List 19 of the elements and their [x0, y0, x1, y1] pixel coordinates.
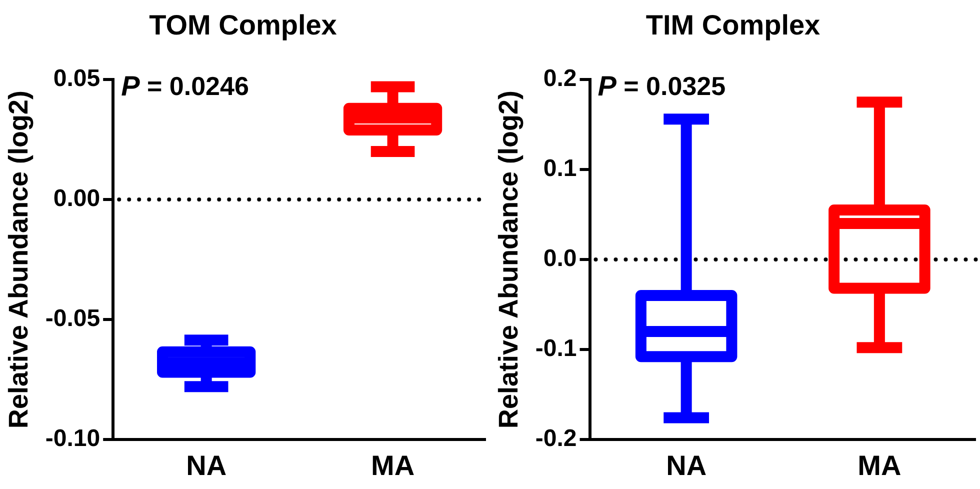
- x-tick-label: NA: [666, 450, 707, 481]
- y-tick-label: 0.00: [53, 185, 100, 212]
- x-tick-label: NA: [186, 450, 227, 481]
- y-tick-label: -0.2: [535, 425, 577, 452]
- y-tick-label: 0.2: [543, 65, 577, 92]
- y-tick-label: 0.05: [53, 65, 100, 92]
- annotation: P = 0.0325: [598, 70, 726, 102]
- y-tick-label: -0.05: [45, 305, 100, 332]
- y-tick-label: 0.0: [543, 245, 577, 272]
- y-axis-title: Relative Abundance (log2): [4, 90, 34, 429]
- chart-title: TOM Complex: [149, 10, 338, 41]
- y-tick-label: -0.10: [45, 425, 100, 452]
- y-tick-label: 0.1: [543, 155, 577, 182]
- x-tick-label: MA: [371, 450, 415, 481]
- x-tick-label: MA: [858, 450, 902, 481]
- annotation: P = 0.0246: [121, 70, 249, 102]
- chart-title: TIM Complex: [646, 10, 821, 41]
- y-axis-title: Relative Abundance (log2): [494, 90, 524, 429]
- y-tick-label: -0.1: [535, 335, 577, 362]
